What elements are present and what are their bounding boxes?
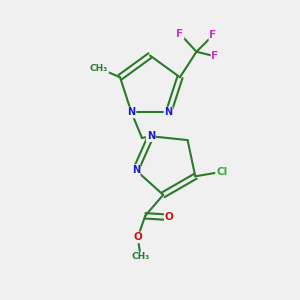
Text: N: N	[132, 165, 140, 175]
Text: CH₃: CH₃	[90, 64, 108, 73]
Text: F: F	[209, 30, 217, 40]
Text: N: N	[164, 107, 172, 118]
Text: O: O	[165, 212, 174, 222]
Text: CH₃: CH₃	[132, 252, 150, 261]
Text: F: F	[212, 51, 219, 61]
Text: O: O	[133, 232, 142, 242]
Text: N: N	[128, 107, 136, 118]
Text: F: F	[176, 29, 184, 39]
Text: Cl: Cl	[216, 167, 227, 177]
Text: N: N	[147, 131, 155, 141]
